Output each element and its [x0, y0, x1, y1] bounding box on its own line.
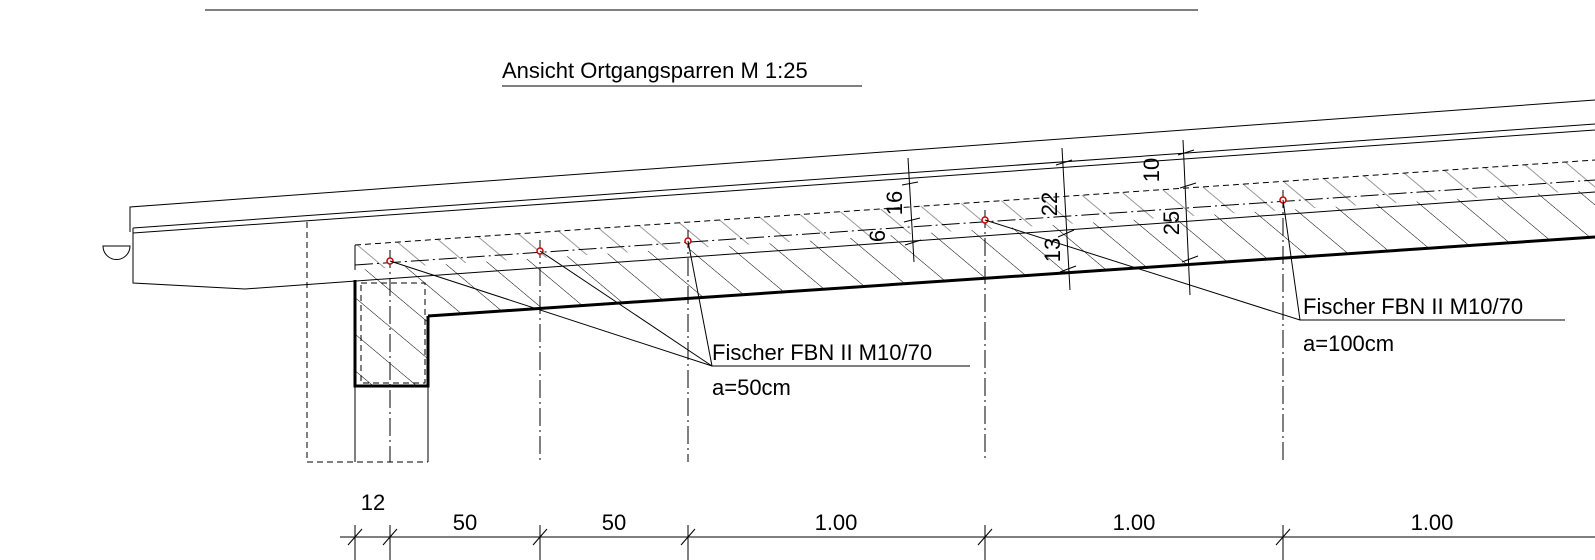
callout-spacing: a=100cm: [1303, 331, 1394, 356]
dimension-label: 50: [453, 510, 477, 535]
anchor-axes: [389, 190, 1284, 462]
dimension-label: 16: [882, 191, 907, 215]
leaders: [389, 199, 1565, 367]
dimension-label: 12: [361, 490, 385, 515]
dimension-label: 22: [1037, 192, 1062, 216]
roof: [102, 99, 1595, 318]
callout-spacing: a=50cm: [712, 375, 791, 400]
dimension-label: 1.00: [1411, 510, 1454, 535]
dimension-label: 1.00: [1113, 510, 1156, 535]
dimension-chain: [340, 525, 1595, 560]
vertical-dimension-lines: [901, 139, 1199, 296]
view-title: Ansicht Ortgangsparren M 1:25: [502, 58, 808, 83]
dimension-label: 50: [602, 510, 626, 535]
callout-label: Fischer FBN II M10/70: [712, 340, 932, 365]
dimension-label: 25: [1159, 211, 1184, 235]
dimension-label: 13: [1040, 238, 1065, 262]
wall: [306, 222, 430, 463]
dimension-label: 1.00: [815, 510, 858, 535]
dimension-label: 6: [865, 230, 890, 242]
dimension-label: 10: [1139, 158, 1164, 182]
callout-label: Fischer FBN II M10/70: [1303, 294, 1523, 319]
concrete-hatch: [355, 190, 1595, 386]
insulation-hatch: [355, 160, 1595, 270]
